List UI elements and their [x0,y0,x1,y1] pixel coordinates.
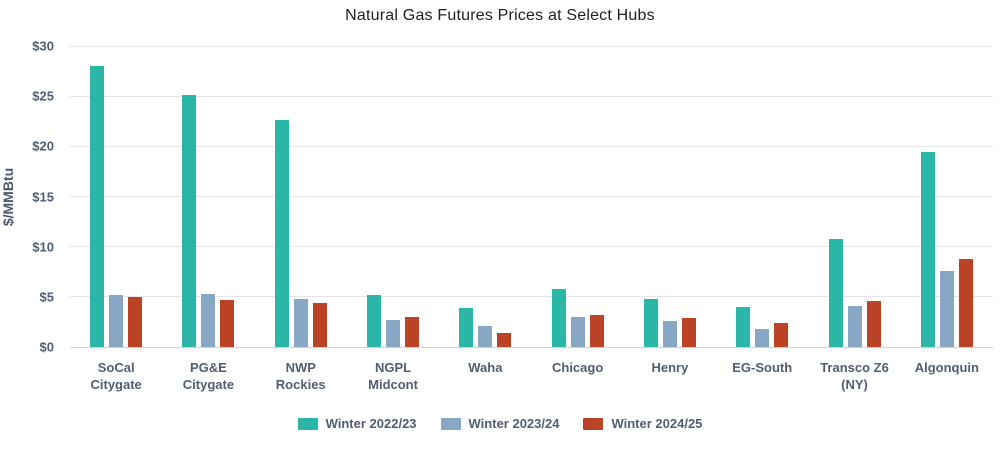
bar-winter-2022-23 [182,95,197,347]
bar-winter-2024-25 [774,322,789,347]
x-axis-labels: SoCal Citygate PG&E Citygate NWP Rockies NG… [70,359,993,393]
bar-winter-2023-24 [109,294,124,347]
bar-winter-2022-23 [643,298,658,347]
bar-winter-2024-25 [958,258,973,347]
gridline [70,45,993,47]
x-axis-label: Algonquin [914,360,979,375]
bar-group [901,46,993,347]
x-axis-label: Waha [468,360,503,375]
x-axis-label: Chicago [551,360,604,375]
y-tick-label: $15 [32,189,54,204]
bar-winter-2023-24 [293,298,308,347]
bar-group [624,46,716,347]
x-axis-label: NGPL Midcont [368,360,418,392]
legend-item: Winter 2024/25 [583,416,702,431]
bar-winter-2023-24 [662,320,677,347]
bar-winter-2023-24 [386,319,401,347]
gridline [70,196,993,197]
x-axis-label: NWP Rockies [275,360,326,392]
bar-group [531,46,623,347]
gridline [70,95,993,97]
bar-winter-2023-24 [755,328,770,347]
gridline [70,296,993,298]
bar-winter-2022-23 [367,294,382,347]
bar-winter-2023-24 [939,270,954,347]
bar-winter-2024-25 [497,332,512,347]
legend-item: Winter 2023/24 [440,416,560,431]
bar-group [347,46,439,347]
bar-winter-2024-25 [866,300,881,347]
bar-winter-2023-24 [847,305,862,347]
y-tick-label: $10 [32,239,54,255]
x-axis-label: Transco Z6 (NY) [820,360,889,392]
bar-winter-2024-25 [312,302,327,347]
legend-swatch [440,417,461,430]
bar-group [162,46,254,347]
legend-swatch [583,417,604,430]
bar-winter-2023-24 [201,293,216,347]
y-tick-label: $25 [32,88,54,104]
x-axis-label: SoCal Citygate [90,360,142,392]
bar-groups [70,46,993,347]
x-axis-label: PG&E Citygate [182,360,235,392]
y-tick-label: $5 [39,289,54,305]
x-axis-label: Henry [651,360,689,375]
y-tick-label: $30 [32,38,54,54]
gridline [70,145,993,147]
bar-winter-2022-23 [90,66,105,347]
legend-swatch [297,417,318,430]
bar-winter-2022-23 [920,152,935,347]
gridline [70,246,993,248]
legend-item: Winter 2022/23 [297,416,417,431]
y-tick-label: $20 [32,138,54,154]
bar-winter-2024-25 [405,316,420,347]
bar-winter-2022-23 [828,238,843,347]
bar-winter-2023-24 [570,316,585,347]
legend-label: Winter 2022/23 [325,416,417,431]
chart-title: Natural Gas Futures Prices at Select Hub… [345,7,655,24]
bar-winter-2023-24 [478,325,493,347]
bar-group [255,46,347,347]
gridline [70,346,993,348]
x-axis-label: EG-South [732,360,793,375]
legend: Winter 2022/23 Winter 2023/24 Winter 2024/… [0,416,1000,431]
bar-winter-2022-23 [459,307,474,347]
bar-group [808,46,900,347]
plot-area [70,45,993,348]
bar-winter-2022-23 [736,306,751,347]
bar-winter-2024-25 [589,314,604,347]
bar-winter-2022-23 [551,288,566,347]
bar-group [70,46,162,347]
legend-label: Winter 2024/25 [611,416,703,431]
bar-winter-2022-23 [274,120,289,347]
y-tick-label: $0 [39,339,54,355]
y-axis-ticks: $0 $5 $10 $15 $20 $25 $30 [0,39,62,355]
legend-label: Winter 2023/24 [468,416,560,431]
bar-group [716,46,808,347]
bar-group [439,46,531,347]
bar-winter-2024-25 [128,296,143,347]
bar-winter-2024-25 [220,299,235,347]
bar-winter-2024-25 [681,317,696,347]
